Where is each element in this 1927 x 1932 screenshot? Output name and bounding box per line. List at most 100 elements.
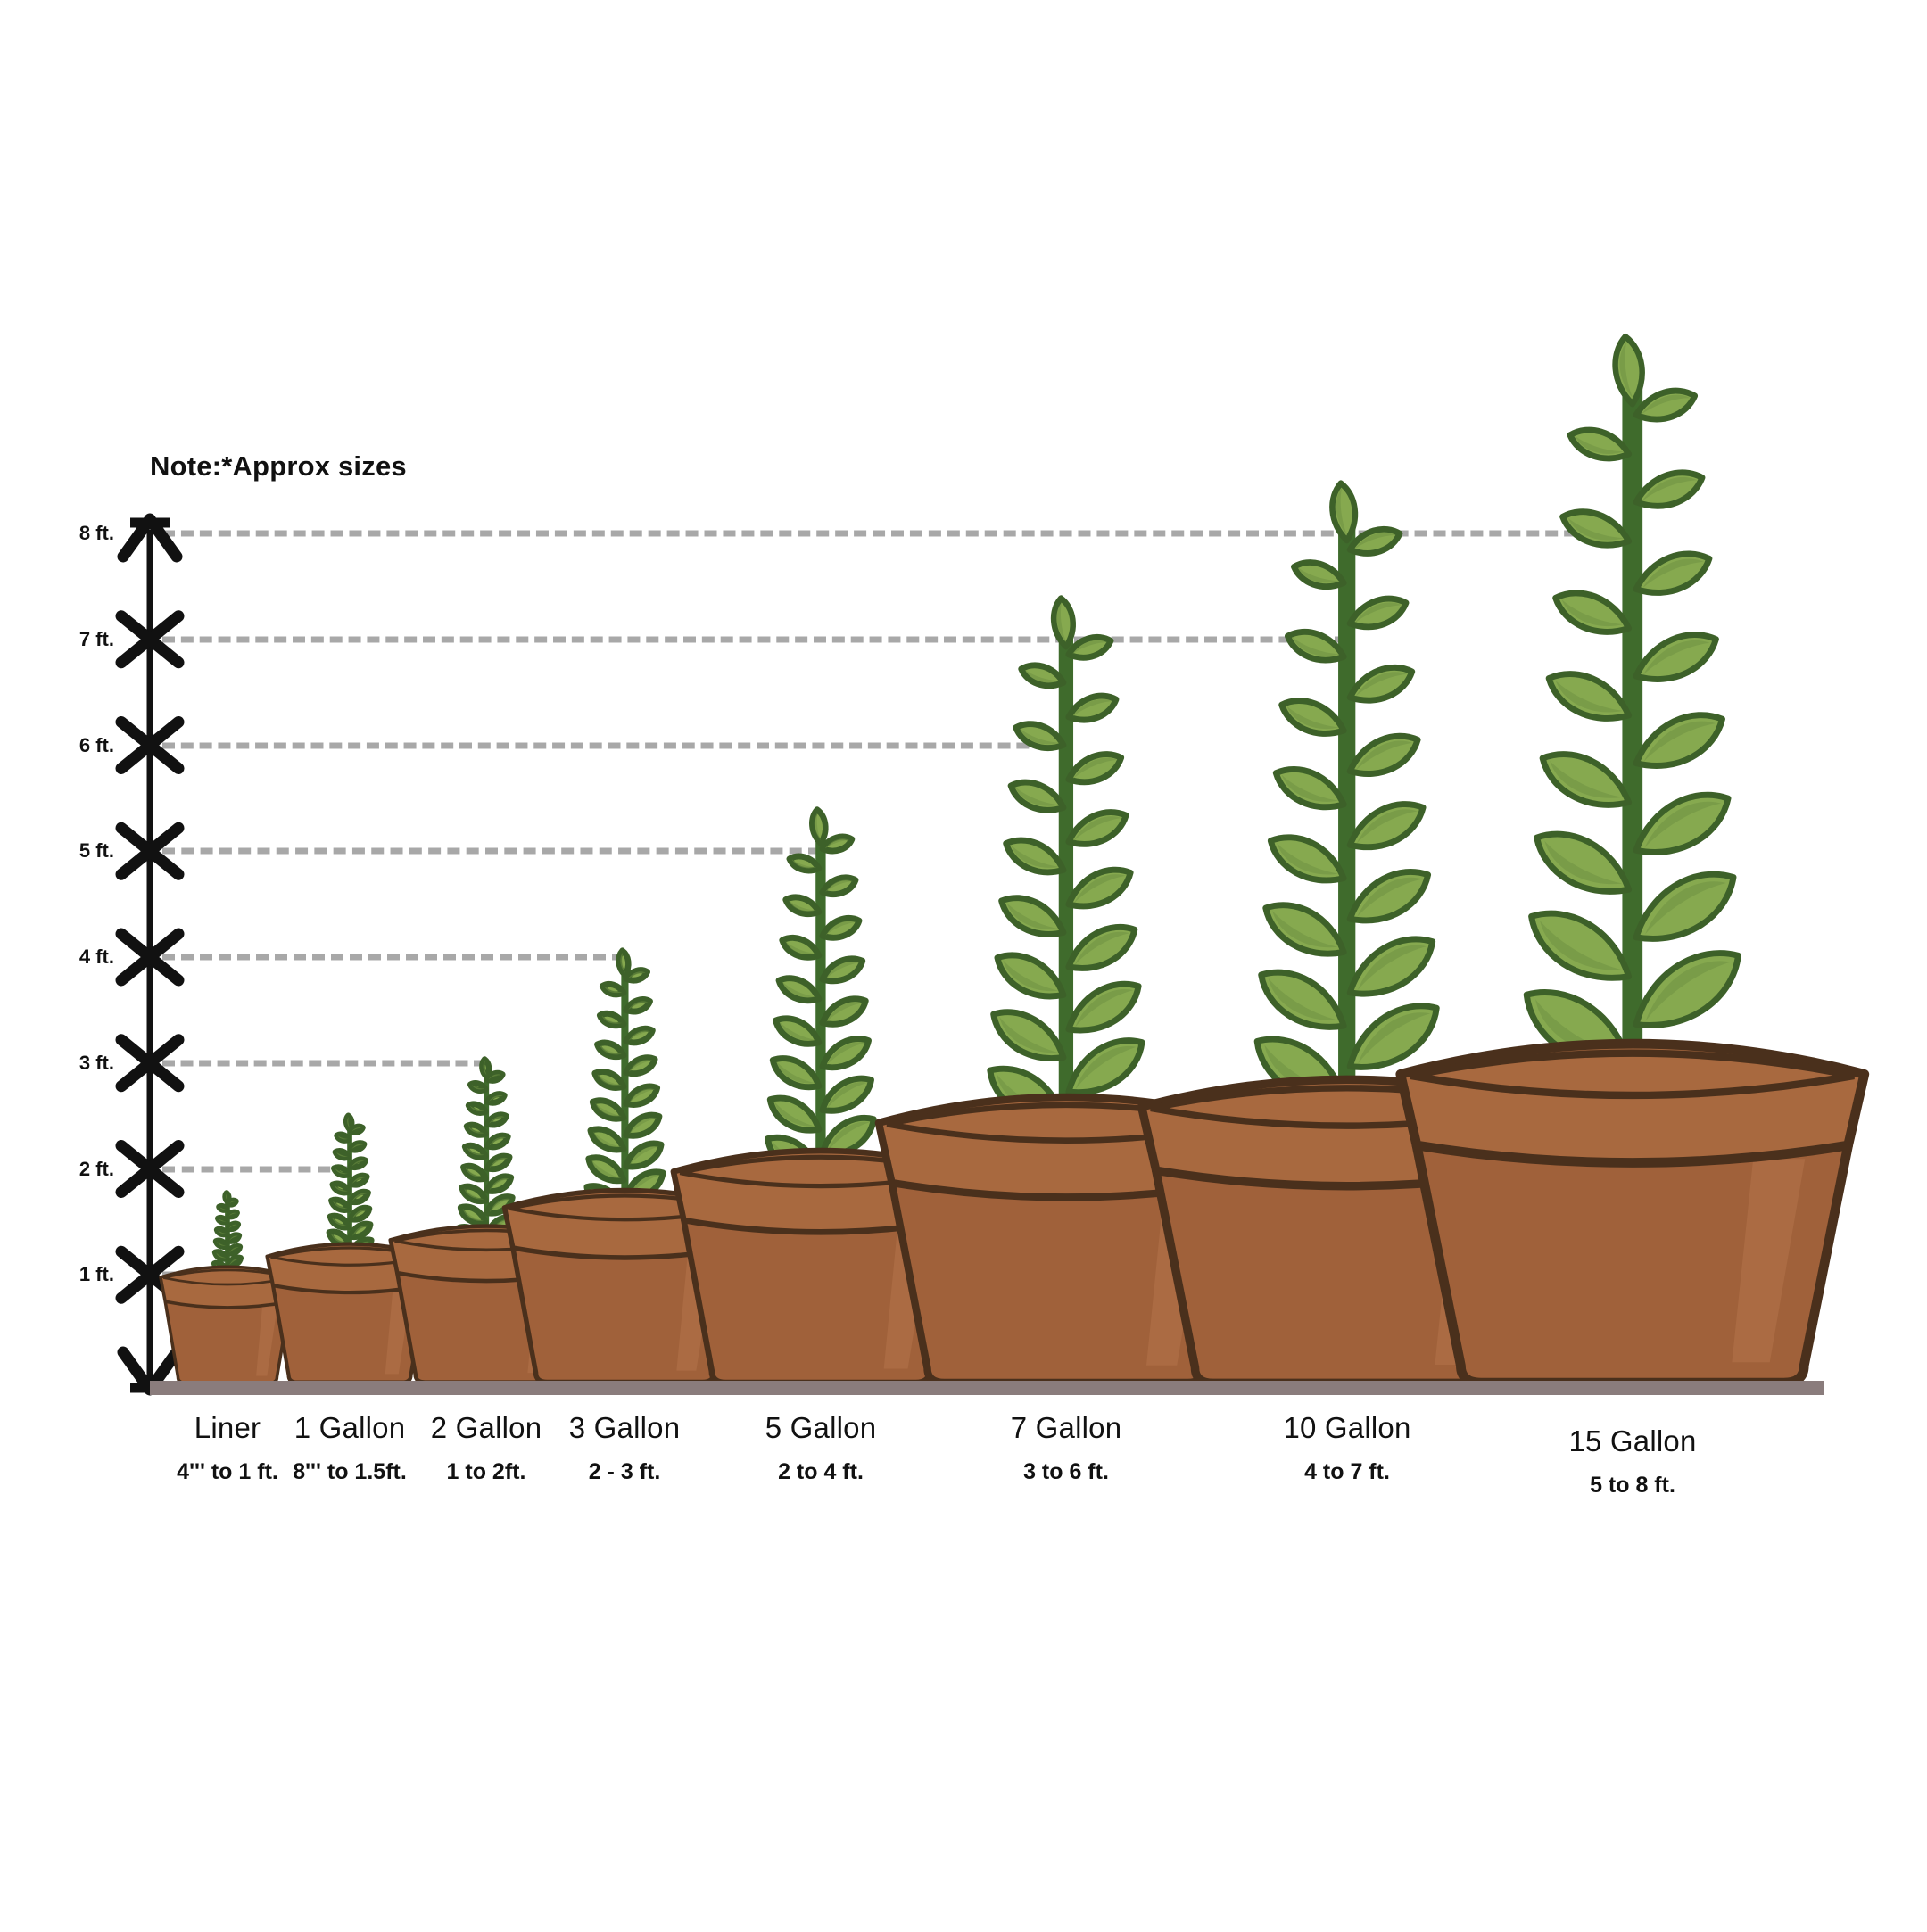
plant-leaf-right (484, 1193, 516, 1217)
plant-leaf-right (1633, 950, 1742, 1028)
plant-leaf-right (347, 1221, 374, 1241)
plant-leaf-right (819, 955, 866, 984)
category-label: 3 Gallon 2 - 3 ft. (569, 1411, 681, 1485)
y-axis-tick-label: 1 ft. (79, 1263, 114, 1286)
category-name: Liner (194, 1411, 261, 1444)
category-name: 15 Gallon (1568, 1424, 1697, 1457)
category-size-range: 2 to 4 ft. (778, 1459, 864, 1484)
plant-leaf-right (623, 1112, 662, 1140)
plant-leaf-left (467, 1080, 489, 1094)
plant-leaf-right (623, 1026, 656, 1046)
plant-leaf-left (1285, 628, 1347, 664)
plant-leaf-left (334, 1131, 352, 1144)
plant-leaf-right (1347, 595, 1410, 630)
plant-leaf-apex (343, 1112, 355, 1133)
category-label: 5 Gallon 2 to 4 ft. (765, 1411, 877, 1485)
plant-leaf-right (1347, 732, 1421, 777)
plant-leaf-left (1559, 508, 1633, 549)
plant-leaf-left (599, 981, 626, 998)
plant-leaf-right (1347, 1003, 1441, 1070)
plant-leaf-left (1018, 662, 1067, 689)
category-name: 7 Gallon (1010, 1411, 1122, 1444)
guide-line (162, 847, 821, 855)
plant-pot (265, 1242, 434, 1385)
plant-leaf-left (593, 1040, 626, 1061)
plant-leaf-left (773, 1015, 823, 1047)
category-name: 5 Gallon (765, 1411, 877, 1444)
category-label: 7 Gallon 3 to 6 ft. (1011, 1411, 1122, 1485)
category-label: Liner 4''' to 1 ft. (177, 1411, 278, 1485)
plant-leaf-left (327, 1213, 352, 1231)
plant-leaf-left (1258, 969, 1347, 1030)
plant-illustration (159, 1189, 296, 1384)
plant-1-gallon (240, 1076, 459, 1928)
plant-leaf-right (347, 1140, 368, 1153)
plant-leaf-right (484, 1153, 513, 1173)
plant-leaf-left (1262, 901, 1347, 957)
category-size-range: 4 to 7 ft. (1304, 1459, 1390, 1484)
plant-leaf-right (347, 1156, 369, 1171)
category-name: 3 Gallon (568, 1411, 681, 1444)
y-axis-tick-label: 8 ft. (79, 522, 114, 544)
plant-leaf-right (1347, 664, 1416, 704)
plant-leaf-left (1534, 830, 1633, 895)
category-size-range: 8''' to 1.5ft. (293, 1459, 407, 1484)
plant-leaf-apex (615, 947, 632, 978)
plant-leaf-right (819, 914, 863, 941)
plant-leaf-left (459, 1163, 489, 1183)
plant-leaf-right (1633, 712, 1726, 769)
category-name: 1 Gallon (294, 1411, 406, 1444)
plant-leaf-right (1065, 1037, 1145, 1096)
plant-leaf-left (596, 1011, 626, 1029)
plant-leaf-left (994, 952, 1067, 1000)
plant-leaf-left (216, 1202, 230, 1213)
plant-pot (159, 1265, 296, 1384)
plant-leaf-right (1633, 871, 1737, 942)
plant-leaf-left (1545, 671, 1633, 722)
note-text: Note:*Approx sizes (150, 450, 407, 482)
plant-leaf-left (457, 1203, 489, 1227)
plant-leaf-left (461, 1143, 489, 1160)
plant-leaf-left (589, 1097, 626, 1123)
plant-leaf-right (1065, 866, 1134, 910)
plant-leaf-right (819, 1036, 873, 1071)
plant-leaf-left (1003, 837, 1067, 876)
plant-leaf-apex (1329, 479, 1359, 543)
plant-leaf-left (587, 1127, 626, 1153)
guide-line (162, 530, 1633, 537)
category-label: 10 Gallon 4 to 7 ft. (1283, 1411, 1410, 1485)
plant-leaf-right (347, 1124, 366, 1136)
plant-leaf-right (1065, 923, 1138, 971)
plant-leaf-right (1633, 632, 1720, 682)
category-name: 10 Gallon (1283, 1411, 1411, 1444)
plant-leaf-right (1347, 936, 1436, 997)
plant-leaf-right (623, 1141, 665, 1170)
plant-leaf-left (213, 1226, 230, 1238)
plant-leaf-right (623, 1084, 660, 1109)
plant-leaf-left (1273, 765, 1347, 810)
plant-leaf-left (1007, 779, 1067, 813)
plant-leaf-right (1633, 469, 1706, 509)
plant-leaf-right (819, 874, 859, 898)
plant-15-gallon (1265, 207, 1927, 1928)
plant-leaf-right (819, 1075, 875, 1114)
y-axis-tick-label: 3 ft. (79, 1051, 114, 1074)
plant-leaf-apex (809, 806, 829, 846)
plant-leaf-left (990, 1009, 1067, 1061)
plant-leaf-left (1552, 590, 1633, 635)
plant-leaf-right (225, 1243, 244, 1257)
plant-pot (1395, 1038, 1870, 1388)
plant-leaf-right (622, 967, 650, 985)
plant-leaf-left (465, 1101, 489, 1117)
plant-leaf-right (819, 995, 869, 1028)
plant-leaf-right (623, 1054, 658, 1077)
guide-line (162, 1060, 486, 1067)
category-name: 2 Gallon (430, 1411, 542, 1444)
y-axis-tick-label: 7 ft. (79, 627, 114, 650)
y-axis-tick-label: 5 ft. (79, 839, 114, 863)
ground-bar (150, 1381, 1824, 1395)
plant-leaf-left (332, 1148, 352, 1161)
y-axis-tick-label: 2 ft. (79, 1157, 114, 1180)
category-size-range: 3 to 6 ft. (1023, 1459, 1109, 1484)
plant-leaf-apex (1612, 333, 1646, 408)
